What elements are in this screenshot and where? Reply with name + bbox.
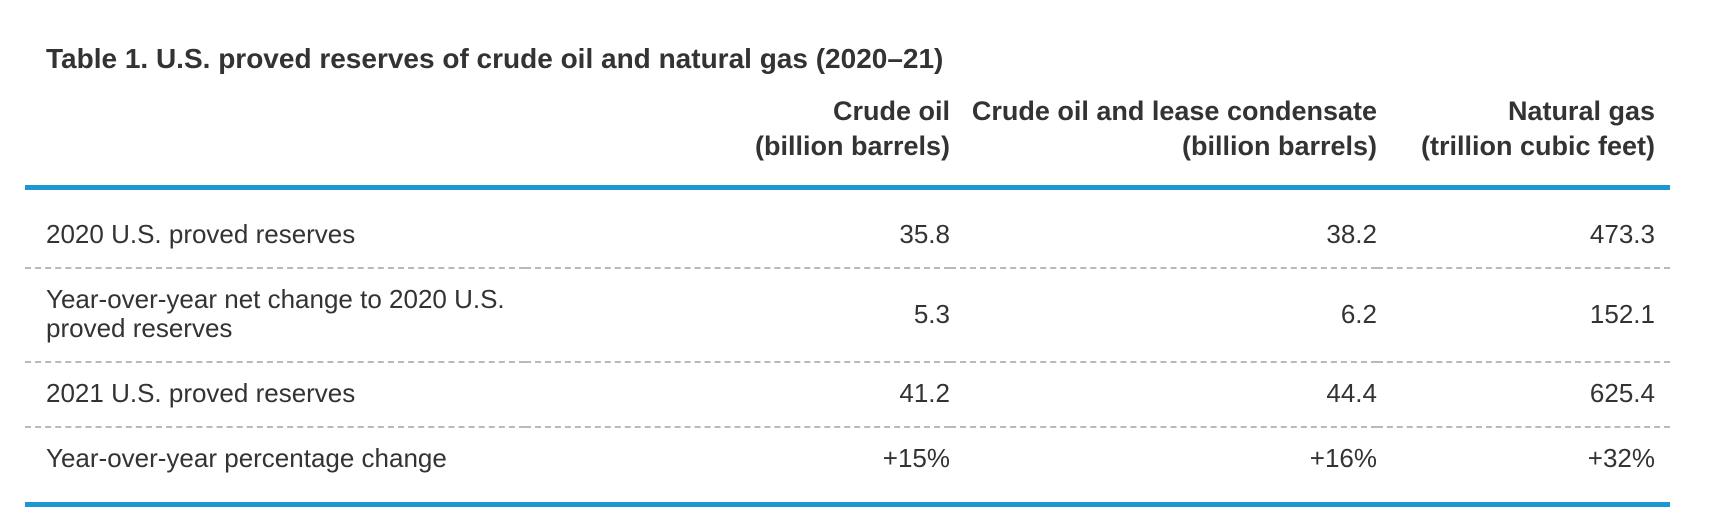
header-row: Crude oil (billion barrels) Crude oil an… — [25, 94, 1670, 190]
header-crude-oil-lease-condensate-line2: (billion barrels) — [1181, 131, 1377, 161]
reserves-table: Crude oil (billion barrels) Crude oil an… — [25, 94, 1670, 507]
cell-crude-oil-lease-condensate: 6.2 — [950, 267, 1377, 362]
cell-crude-oil-lease-condensate: +16% — [950, 426, 1377, 505]
header-natural-gas-line2: (trillion cubic feet) — [1420, 131, 1655, 161]
header-crude-oil-lease-condensate: Crude oil and lease condensate (billion … — [950, 94, 1377, 190]
table-row-2020-reserves: 2020 U.S. proved reserves 35.8 38.2 473.… — [25, 188, 1670, 269]
cell-natural-gas: +32% — [1377, 426, 1670, 505]
header-row-label-spacer — [25, 94, 525, 190]
row-label: 2021 U.S. proved reserves — [25, 361, 525, 427]
table-body: 2020 U.S. proved reserves 35.8 38.2 473.… — [25, 188, 1670, 505]
table-row-percentage-change: Year-over-year percentage change +15% +1… — [25, 426, 1670, 505]
cell-natural-gas: 152.1 — [1377, 267, 1670, 362]
header-crude-oil: Crude oil (billion barrels) — [525, 94, 950, 190]
header-natural-gas-line1: Natural gas — [1507, 96, 1655, 126]
row-label: 2020 U.S. proved reserves — [46, 219, 356, 249]
cell-crude-oil: 41.2 — [525, 361, 950, 427]
table-header: Crude oil (billion barrels) Crude oil an… — [25, 94, 1670, 190]
header-natural-gas: Natural gas (trillion cubic feet) — [1377, 94, 1670, 190]
cell-crude-oil-lease-condensate: 44.4 — [950, 361, 1377, 427]
table-row-2021-reserves: 2021 U.S. proved reserves 41.2 44.4 625.… — [25, 361, 1670, 427]
cell-natural-gas: 473.3 — [1589, 219, 1655, 249]
header-crude-oil-lease-condensate-line1: Crude oil and lease condensate — [971, 96, 1377, 126]
table-row-net-change: Year-over-year net change to 2020 U.S. p… — [25, 267, 1670, 362]
row-label: Year-over-year percentage change — [25, 426, 525, 505]
row-label: Year-over-year net change to 2020 U.S. p… — [25, 267, 525, 362]
cell-crude-oil: +15% — [525, 426, 950, 505]
header-crude-oil-line2: (billion barrels) — [754, 131, 950, 161]
cell-crude-oil: 5.3 — [525, 267, 950, 362]
header-crude-oil-line1: Crude oil — [832, 96, 950, 126]
cell-crude-oil: 35.8 — [899, 219, 950, 249]
cell-natural-gas: 625.4 — [1377, 361, 1670, 427]
cell-crude-oil-lease-condensate: 38.2 — [1326, 219, 1377, 249]
page-title: Table 1. U.S. proved reserves of crude o… — [46, 43, 944, 74]
